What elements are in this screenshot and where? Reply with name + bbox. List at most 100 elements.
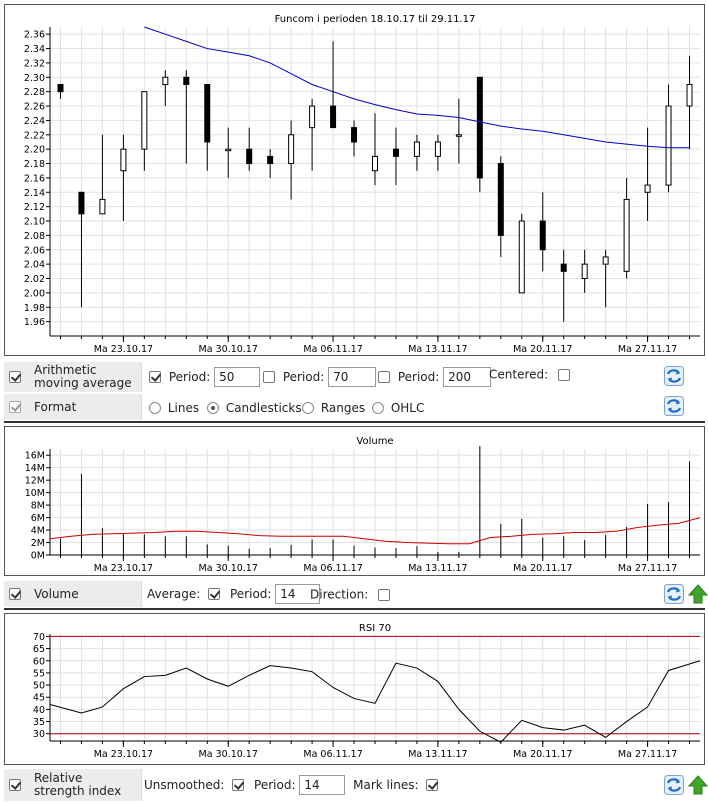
y-tick-label: 2.22 <box>24 130 45 141</box>
candle-body <box>644 184 651 193</box>
rsi-unsmoothed-group: Unsmoothed: Period: 14 Mark lines: <box>144 775 439 795</box>
volume-period-input[interactable]: 14 <box>275 584 321 604</box>
x-tick-label: Ma 13.11.17 <box>408 344 467 355</box>
rsi-unsmoothed-label: Unsmoothed: <box>144 778 225 792</box>
candle-body <box>246 148 253 165</box>
moving-average-enable-checkbox[interactable] <box>9 371 21 383</box>
rsi-mark-lines-label: Mark lines: <box>353 778 419 792</box>
format-candlesticks-label: Candlesticks <box>225 400 302 415</box>
x-tick-label: Ma 30.10.17 <box>199 749 258 760</box>
refresh-icon[interactable] <box>664 396 684 416</box>
y-tick-label: 2.16 <box>24 173 45 184</box>
volume-direction-checkbox[interactable] <box>378 588 391 601</box>
format-lines-radio[interactable] <box>149 401 161 414</box>
format-ranges-radio[interactable] <box>302 401 314 414</box>
candle-body <box>476 76 483 179</box>
format-ohlc-radio[interactable] <box>372 401 384 414</box>
y-tick-label: 2.34 <box>24 44 45 55</box>
rsi-period-input[interactable]: 14 <box>299 775 346 795</box>
y-tick-label: 2.04 <box>24 260 45 271</box>
ma-period1-group: Period: 50 <box>149 367 261 387</box>
candle-body <box>539 220 546 251</box>
refresh-icon[interactable] <box>664 584 684 604</box>
ma-period2-checkbox[interactable] <box>263 371 275 383</box>
candle-body <box>225 148 232 152</box>
ma-period1-input[interactable]: 50 <box>214 367 261 387</box>
rsi-label: Relative strength index <box>34 771 122 798</box>
format-lines-label: Lines <box>167 400 200 415</box>
candle-body <box>183 76 190 85</box>
y-tick-label: 2.32 <box>24 58 45 69</box>
arrow-up-icon[interactable] <box>688 584 708 604</box>
refresh-icon[interactable] <box>664 366 684 386</box>
x-tick-label: Ma 20.11.17 <box>513 563 572 574</box>
candle-body <box>518 220 525 294</box>
format-lines-option[interactable]: Lines <box>149 400 199 415</box>
x-tick-label: Ma 20.11.17 <box>513 749 572 760</box>
ma-period3-checkbox[interactable] <box>378 371 390 383</box>
format-candlesticks-radio[interactable] <box>207 401 219 414</box>
format-ohlc-option[interactable]: OHLC <box>372 400 424 415</box>
y-tick-label: 2.30 <box>24 73 45 84</box>
y-tick-label: 14M <box>25 463 45 474</box>
candle-body <box>413 141 420 157</box>
rsi-unsmoothed-checkbox[interactable] <box>232 779 245 791</box>
candle-body <box>665 105 672 186</box>
y-tick-label: 1.96 <box>24 317 45 328</box>
candle-body <box>141 91 148 150</box>
candle-body <box>330 105 337 129</box>
x-tick-label: Ma 23.10.17 <box>94 749 153 760</box>
ma-centered-checkbox[interactable] <box>558 368 570 381</box>
x-tick-label: Ma 30.10.17 <box>199 344 258 355</box>
y-tick-label: 2.02 <box>24 274 45 285</box>
y-tick-label: 2.24 <box>24 116 45 127</box>
ma-centered-group: Centered: <box>489 367 570 382</box>
rsi-mark-lines-checkbox[interactable] <box>426 779 439 791</box>
price-chart-panel: 1.96 1.98 2.00 2.02 2.04 2.06 2.08 2.10 2.12 2.14… <box>4 4 705 356</box>
ma-period2-input[interactable]: 70 <box>328 367 377 387</box>
rsi-period-label: Period: <box>254 778 296 792</box>
rsi-enable-checkbox[interactable] <box>9 779 21 791</box>
ma-period3-input[interactable]: 200 <box>443 367 492 387</box>
y-tick-label: 1.98 <box>24 303 45 314</box>
candle-body <box>602 256 609 265</box>
candle-body <box>392 148 399 157</box>
y-tick-label: 2.36 <box>24 30 45 41</box>
ma-period2-group: Period: 70 <box>263 367 377 387</box>
format-controls: Format Lines Candlesticks Ranges OHLC <box>4 394 705 420</box>
y-tick-label: 2.00 <box>24 288 45 299</box>
candle-body <box>309 105 316 129</box>
volume-average-checkbox[interactable] <box>208 588 221 600</box>
candle-body <box>623 198 630 272</box>
y-tick-label: 35 <box>33 717 45 728</box>
format-ohlc-label: OHLC <box>390 400 425 415</box>
y-tick-label: 4M <box>31 526 45 537</box>
format-ranges-option[interactable]: Ranges <box>302 400 365 415</box>
y-tick-label: 16M <box>25 451 45 462</box>
x-tick-label: Ma 13.11.17 <box>408 749 467 760</box>
y-tick-label: 0M <box>31 551 45 562</box>
refresh-icon[interactable] <box>664 775 684 795</box>
volume-enable-checkbox[interactable] <box>9 588 21 600</box>
separator <box>4 421 705 423</box>
ma-centered-label: Centered: <box>489 367 549 382</box>
volume-average-group: Average: Period: 14 <box>147 584 321 604</box>
arrow-up-icon[interactable] <box>688 775 708 795</box>
y-tick-label: 2.10 <box>24 217 45 228</box>
candle-body <box>560 263 567 272</box>
rsi-label-cell: Relative strength index <box>4 769 142 801</box>
ma-period1-checkbox[interactable] <box>149 371 161 383</box>
y-tick-label: 10M <box>25 488 45 499</box>
format-candlesticks-option[interactable]: Candlesticks <box>207 400 302 415</box>
y-tick-label: 2.06 <box>24 245 45 256</box>
volume-average-line <box>49 517 701 545</box>
y-tick-label: 2.18 <box>24 159 45 170</box>
price-chart: 1.96 1.98 2.00 2.02 2.04 2.06 2.08 2.10 2.12 2.14… <box>24 14 700 355</box>
candle-body <box>267 155 274 165</box>
y-tick-label: 50 <box>33 681 45 692</box>
y-tick-label: 2.12 <box>24 202 45 213</box>
candle-body <box>99 198 106 215</box>
y-tick-label: 2.20 <box>24 145 45 156</box>
volume-direction-label: Direction: <box>310 587 369 602</box>
volume-controls: Volume Average: Period: 14 Direction: <box>4 581 708 607</box>
